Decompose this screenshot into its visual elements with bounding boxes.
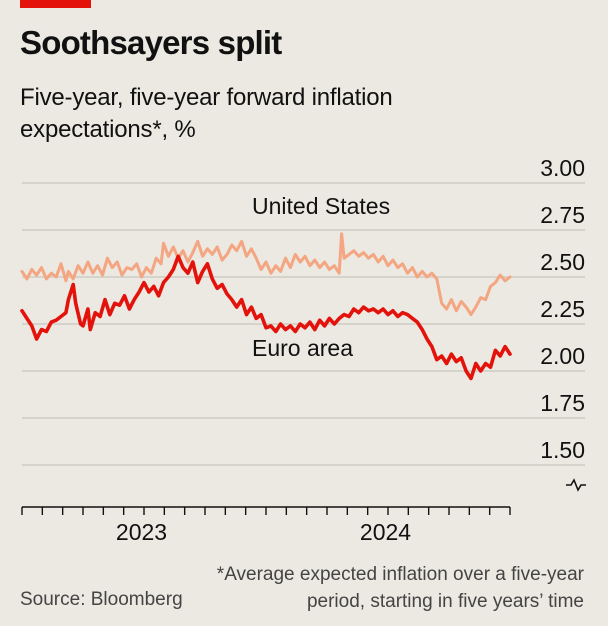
- y-tick-labels: 3.00 2.75 2.50 2.25 2.00 1.75 1.50: [540, 155, 585, 463]
- chart-title: Soothsayers split: [20, 24, 282, 61]
- y-tick-label: 2.50: [540, 249, 585, 275]
- y-tick-label: 3.00: [540, 155, 585, 181]
- accent-bar: [20, 0, 91, 8]
- series-label-euro: Euro area: [252, 335, 353, 361]
- y-tick-label: 1.75: [540, 390, 585, 416]
- series-label-us: United States: [252, 193, 390, 219]
- gridlines: [22, 182, 585, 466]
- y-tick-label: 2.75: [540, 202, 585, 228]
- series-line-united-states: [20, 232, 512, 317]
- series-lines: [20, 232, 512, 381]
- chart-subtitle: Five-year, five-year forward inflation e…: [20, 84, 393, 143]
- series-line-euro-area: [20, 254, 512, 381]
- y-tick-label: 1.50: [540, 437, 585, 463]
- x-tick-label: 2023: [116, 519, 167, 545]
- x-tick-label: 2024: [360, 519, 411, 545]
- footnote: *Average expected inflation over a five-…: [216, 564, 584, 612]
- x-axis: 2023 2024: [21, 506, 511, 545]
- y-tick-label: 2.25: [540, 296, 585, 322]
- axis-break-icon: [566, 478, 586, 492]
- y-tick-label: 2.00: [540, 343, 585, 369]
- source-note: Source: Bloomberg: [20, 589, 183, 610]
